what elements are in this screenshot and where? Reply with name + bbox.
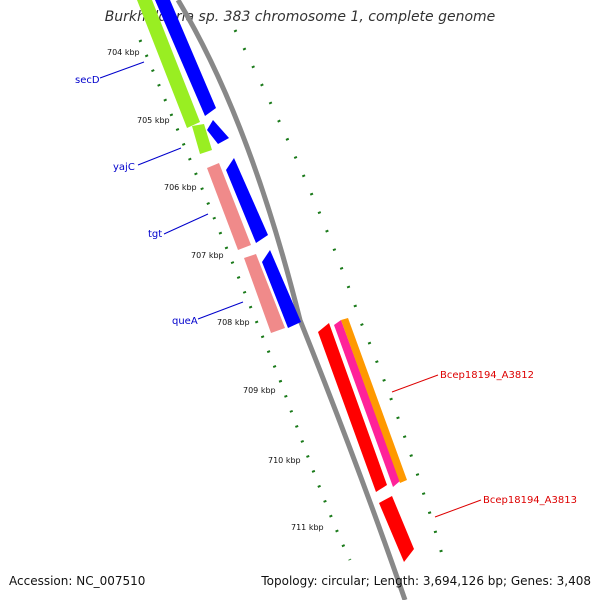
leader-line — [391, 374, 439, 393]
leader-line — [99, 61, 145, 79]
gene-label-a3812[interactable]: Bcep18194_A3812 — [440, 370, 534, 381]
map-title: Burkholderia sp. 383 chromosome 1, compl… — [104, 9, 496, 25]
gene-yajc-bar[interactable] — [192, 124, 212, 154]
topology-summary: Topology: circular; Length: 3,694,126 bp… — [261, 574, 591, 588]
gene-label-tgt[interactable]: tgt — [148, 229, 162, 240]
ruler-label: 706 kbp — [164, 183, 197, 192]
leader-line — [434, 499, 482, 518]
ruler-label: 705 kbp — [137, 116, 170, 125]
ruler-label: 707 kbp — [191, 251, 224, 260]
leader-line — [137, 147, 182, 166]
gene-orange[interactable] — [341, 318, 407, 483]
gene-blue-2[interactable] — [207, 120, 229, 144]
gene-magenta[interactable] — [334, 320, 400, 487]
accession-text: Accession: NC_007510 — [9, 574, 146, 588]
ruler-label: 710 kbp — [268, 456, 301, 465]
gene-blue-4[interactable] — [262, 250, 301, 328]
gene-red-1[interactable] — [318, 323, 387, 492]
ruler-label: 704 kbp — [107, 48, 140, 57]
gene-blue-3[interactable] — [226, 158, 268, 243]
gene-label-a3813[interactable]: Bcep18194_A3813 — [483, 495, 577, 506]
gene-label-yajc[interactable]: yajC — [113, 162, 135, 173]
gene-tgt-bar[interactable] — [207, 163, 251, 250]
gene-blue-1[interactable] — [155, 0, 216, 116]
leader-line — [163, 213, 209, 235]
leader-line — [197, 301, 244, 320]
gene-label-secd[interactable]: secD — [75, 75, 100, 86]
gene-secd-bar[interactable] — [137, 0, 200, 128]
ruler-label: 711 kbp — [291, 523, 324, 532]
ruler-label: 709 kbp — [243, 386, 276, 395]
gene-red-2[interactable] — [379, 496, 414, 562]
ruler-label: 708 kbp — [217, 318, 250, 327]
inner-tick-track — [138, 39, 352, 561]
gene-label-quea[interactable]: queA — [172, 316, 198, 327]
gene-quea-bar[interactable] — [244, 254, 285, 333]
